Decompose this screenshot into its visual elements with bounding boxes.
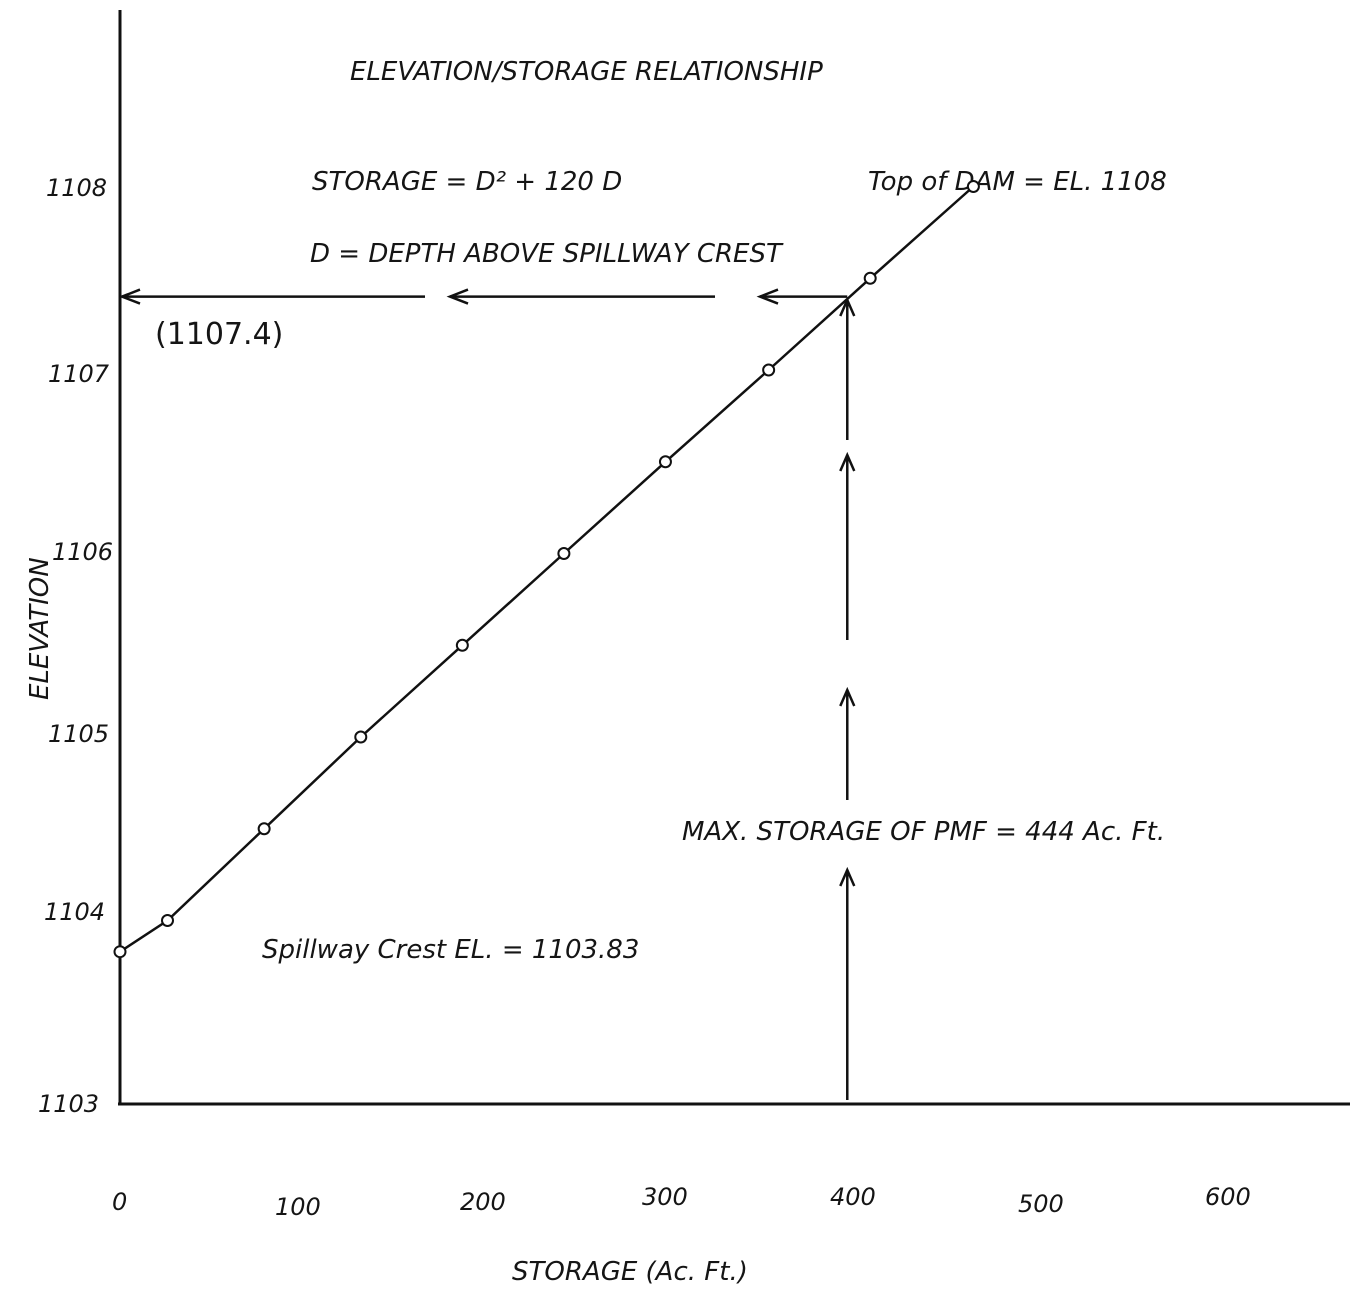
x-tick-label: 200 (460, 1188, 506, 1216)
x-tick-label: 400 (830, 1183, 876, 1211)
y-tick-label: 1104 (44, 898, 105, 926)
formula-annotation: STORAGE = D² + 120 D (312, 167, 622, 197)
top-of-dam-annotation: Top of DAM = EL. 1108 (868, 167, 1167, 197)
arrow-head-icon (839, 451, 856, 472)
chart-title: ELEVATION/STORAGE RELATIONSHIP (350, 57, 823, 87)
data-point (113, 945, 127, 959)
y-tick-label: 1108 (46, 174, 107, 202)
x-tick-labels: 0 100 200 300 400 500 600 (112, 1183, 1251, 1221)
x-tick-label: 600 (1205, 1183, 1251, 1211)
elevation-readout: (1107.4) (155, 317, 283, 352)
reference-lines (118, 288, 856, 1100)
y-tick-label: 1106 (52, 538, 113, 566)
x-tick-label: 100 (275, 1193, 321, 1221)
arrow-head-icon (756, 288, 779, 305)
arrow-head-icon (839, 866, 856, 887)
data-point (354, 730, 368, 744)
data-point (658, 455, 672, 469)
x-tick-label: 0 (112, 1188, 127, 1216)
data-point (257, 822, 271, 836)
y-axis-label: ELEVATION (25, 557, 55, 700)
y-tick-label: 1103 (38, 1090, 99, 1118)
data-point (863, 271, 877, 285)
data-point (161, 914, 175, 927)
y-tick-label: 1105 (48, 720, 109, 748)
data-point (455, 638, 469, 652)
data-point (762, 363, 776, 377)
x-axis-label: STORAGE (Ac. Ft.) (512, 1257, 748, 1287)
x-tick-label: 500 (1018, 1190, 1064, 1218)
arrow-head-icon (446, 288, 469, 305)
y-tick-labels: 1103 1104 1105 1106 1107 1108 (38, 174, 113, 1118)
data-point (557, 547, 571, 560)
data-point (966, 180, 980, 193)
arrow-head-icon (118, 288, 141, 305)
series-line (119, 185, 975, 953)
spillway-crest-annotation: Spillway Crest EL. = 1103.83 (262, 935, 639, 965)
max-storage-annotation: MAX. STORAGE OF PMF = 444 Ac. Ft. (682, 817, 1165, 847)
x-tick-label: 300 (642, 1183, 688, 1211)
depth-definition-annotation: D = DEPTH ABOVE SPILLWAY CREST (310, 239, 784, 269)
series-group (113, 180, 980, 959)
arrow-head-icon (839, 686, 856, 707)
y-tick-label: 1107 (48, 360, 110, 388)
